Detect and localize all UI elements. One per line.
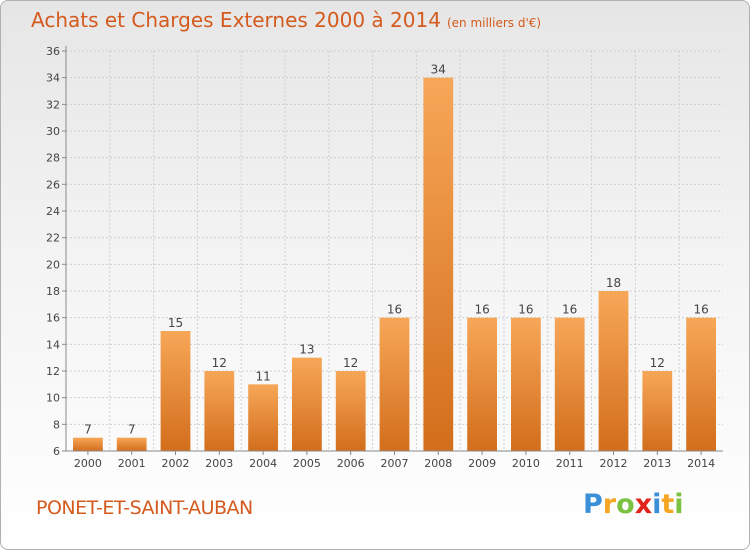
x-tick-label: 2013 <box>643 457 671 470</box>
y-tick-label: 18 <box>46 285 60 298</box>
data-label: 16 <box>693 303 708 317</box>
data-label: 7 <box>84 423 92 437</box>
bar <box>686 317 716 451</box>
x-tick-label: 2004 <box>249 457 277 470</box>
bar <box>160 331 191 451</box>
data-label: 11 <box>255 369 270 383</box>
x-tick-label: 2012 <box>600 457 628 470</box>
x-tick-label: 2005 <box>293 457 321 470</box>
y-tick-label: 24 <box>46 205 60 218</box>
x-tick-label: 2008 <box>424 457 452 470</box>
y-tick-label: 8 <box>53 418 60 431</box>
bar <box>116 437 147 451</box>
logo-letter: i <box>652 489 662 520</box>
logo-letter: P <box>583 489 603 520</box>
data-label: 13 <box>299 343 314 357</box>
chart-title-text: Achats et Charges Externes 2000 à 2014 <box>31 8 441 32</box>
data-label: 15 <box>168 316 183 330</box>
chart-subtitle: (en milliers d'€) <box>446 16 542 30</box>
bar <box>73 437 103 451</box>
y-tick-label: 10 <box>46 392 60 405</box>
y-tick-label: 34 <box>46 72 60 85</box>
bar <box>379 317 410 451</box>
data-label: 12 <box>650 356 665 370</box>
y-tick-label: 36 <box>46 45 60 58</box>
y-tick-label: 14 <box>46 338 60 351</box>
commune-name: PONET-ET-SAINT-AUBAN <box>36 497 253 519</box>
bar <box>467 317 497 451</box>
x-tick-label: 2011 <box>556 457 584 470</box>
data-label: 18 <box>606 276 621 290</box>
data-label: 16 <box>474 303 489 317</box>
data-label: 16 <box>562 303 577 317</box>
x-tick-label: 2003 <box>205 457 233 470</box>
chart-title: Achats et Charges Externes 2000 à 2014 (e… <box>31 8 541 32</box>
y-tick-label: 22 <box>46 232 60 245</box>
data-label: 12 <box>343 356 358 370</box>
logo-letter: i <box>674 489 684 520</box>
x-tick-label: 2006 <box>337 457 365 470</box>
bar <box>554 317 585 451</box>
axes: 6 8 10 12 14 16 18 20 22 24 26 28 30 32 34 36 2000 2001 20… <box>46 45 723 470</box>
x-tick-label: 2014 <box>687 457 715 470</box>
data-label: 34 <box>431 63 446 77</box>
x-tick-label: 2001 <box>118 457 146 470</box>
data-label: 16 <box>387 303 402 317</box>
logo-letter: r <box>602 489 617 520</box>
y-tick-label: 32 <box>46 98 60 111</box>
y-tick-label: 12 <box>46 365 60 378</box>
bar <box>423 77 454 452</box>
y-tick-label: 20 <box>46 258 60 271</box>
y-tick-label: 30 <box>46 125 60 138</box>
y-tick-label: 6 <box>53 445 60 458</box>
bar <box>292 357 322 451</box>
bar <box>511 317 541 451</box>
bars: 7 7 15 12 11 13 12 16 34 16 16 16 18 12 16 <box>73 63 716 452</box>
y-tick-label: 26 <box>46 178 60 191</box>
proxiti-logo: Proxiti <box>583 489 684 520</box>
y-tick-label: 28 <box>46 152 60 165</box>
x-tick-label: 2002 <box>162 457 190 470</box>
bar <box>598 291 629 451</box>
x-tick-label: 2009 <box>468 457 496 470</box>
bar <box>642 371 673 451</box>
logo-letter: t <box>661 489 675 520</box>
x-tick-label: 2000 <box>74 457 102 470</box>
logo-letter: o <box>616 489 635 520</box>
data-label: 16 <box>518 303 533 317</box>
data-label: 7 <box>128 423 136 437</box>
data-label: 12 <box>212 356 227 370</box>
x-tick-label: 2007 <box>381 457 409 470</box>
x-tick-label: 2010 <box>512 457 540 470</box>
bar <box>204 371 235 451</box>
bar <box>335 371 366 451</box>
logo-letter: x <box>634 489 653 520</box>
bar <box>248 384 278 451</box>
y-tick-label: 16 <box>46 312 60 325</box>
